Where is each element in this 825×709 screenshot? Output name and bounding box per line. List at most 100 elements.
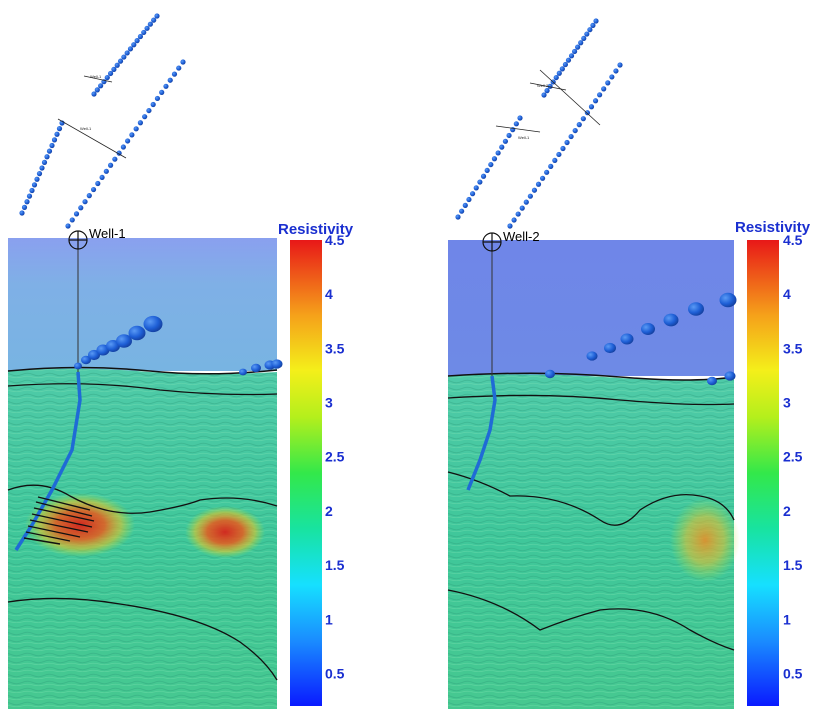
survey-point [455, 214, 461, 220]
survey-point [617, 62, 623, 68]
survey-point [26, 193, 33, 199]
survey-sphere [641, 323, 655, 335]
map-view-2: Well-2 Well-1 [455, 18, 623, 229]
colorbar-tick-label: 1.5 [325, 557, 345, 573]
survey-sphere [724, 371, 736, 381]
survey-sphere [251, 363, 261, 373]
survey-point [121, 54, 127, 60]
survey-point [104, 74, 110, 81]
survey-point [499, 144, 505, 150]
survey-point [131, 42, 137, 48]
survey-point [114, 62, 120, 68]
survey-point [39, 165, 45, 171]
survey-point [51, 137, 58, 143]
survey-point [584, 110, 591, 116]
survey-point [459, 208, 465, 214]
survey-point [562, 61, 569, 68]
survey-point [473, 185, 479, 191]
colorbar-tick-label: 3 [783, 395, 791, 411]
survey-point [127, 46, 134, 52]
survey-point [103, 168, 109, 174]
resistivity-anomaly [185, 506, 265, 558]
survey-point [86, 193, 92, 199]
survey-point [580, 116, 586, 122]
well-track-line [83, 75, 113, 83]
survey-point [601, 86, 607, 92]
survey-point [107, 70, 114, 77]
colorbar-tick-label: 3.5 [783, 340, 803, 356]
horizon [7, 597, 278, 681]
survey-point [552, 157, 558, 164]
panel-well-2: Well-2 Well-1 Well-2 Resistivity 4.5 4 3.5 3… [447, 18, 811, 709]
colorbar-tick-label: 2.5 [325, 449, 345, 465]
survey-point [134, 38, 140, 44]
survey-point [41, 159, 48, 165]
survey-point [146, 107, 152, 114]
survey-point [98, 83, 104, 89]
survey-point [553, 74, 559, 81]
survey-point [605, 80, 611, 86]
survey-point [141, 29, 147, 36]
colorbar-gradient [747, 240, 779, 706]
survey-point [49, 142, 55, 149]
survey-sphere [271, 359, 283, 369]
survey-sphere [88, 349, 100, 361]
survey-sphere [143, 315, 163, 333]
survey-point [462, 202, 468, 208]
survey-point [469, 191, 476, 197]
survey-point [466, 196, 472, 203]
colorbar-tick-label: 2 [325, 503, 333, 519]
survey-sphere [688, 302, 704, 316]
water-layer [8, 238, 277, 371]
map-well-label: Well-2 [537, 83, 549, 88]
survey-point [556, 70, 562, 76]
survey-point [523, 199, 529, 205]
survey-point [565, 57, 572, 63]
survey-point [82, 199, 88, 205]
survey-point [171, 71, 178, 77]
survey-point [137, 120, 144, 126]
survey-point [488, 161, 494, 168]
survey-point [491, 156, 498, 162]
colorbar-tick-label: 3.5 [325, 340, 345, 356]
survey-point [477, 179, 483, 185]
map-view-1: Well-1 Well-1 [19, 13, 186, 229]
map-well-label: Well-1 [90, 74, 102, 79]
survey-sphere [707, 376, 717, 386]
colorbar-tick-label: 1 [325, 611, 333, 627]
survey-point [95, 180, 101, 187]
section-2: Well-2 [447, 229, 740, 709]
survey-point [495, 150, 501, 156]
survey-point [19, 210, 25, 216]
survey-point [154, 95, 161, 102]
survey-sphere [545, 369, 555, 379]
survey-sphere [81, 355, 91, 365]
survey-point [507, 223, 513, 229]
survey-point [535, 181, 542, 187]
colorbar-tick-label: 4.5 [325, 232, 345, 248]
survey-point [142, 114, 148, 120]
survey-point [576, 122, 582, 128]
survey-point [154, 13, 160, 19]
survey-point [519, 205, 525, 211]
survey-sphere [604, 342, 616, 354]
well-trajectory [466, 375, 497, 491]
survey-point [515, 211, 521, 217]
survey-point [609, 74, 615, 80]
well-label: Well-1 [89, 226, 126, 241]
survey-point [592, 98, 599, 104]
colorbar-tick-label: 2.5 [783, 449, 803, 465]
survey-sphere [719, 292, 737, 308]
survey-point [78, 205, 84, 211]
survey-point [502, 138, 509, 144]
survey-point [593, 18, 599, 24]
survey-point [568, 133, 574, 140]
survey-sphere [128, 325, 146, 341]
well-track-line [495, 125, 541, 133]
horizon-seabed [7, 366, 278, 375]
survey-point [163, 83, 169, 89]
survey-point [125, 138, 131, 144]
survey-point [44, 154, 50, 160]
colorbar-tick-label: 1.5 [783, 557, 803, 573]
